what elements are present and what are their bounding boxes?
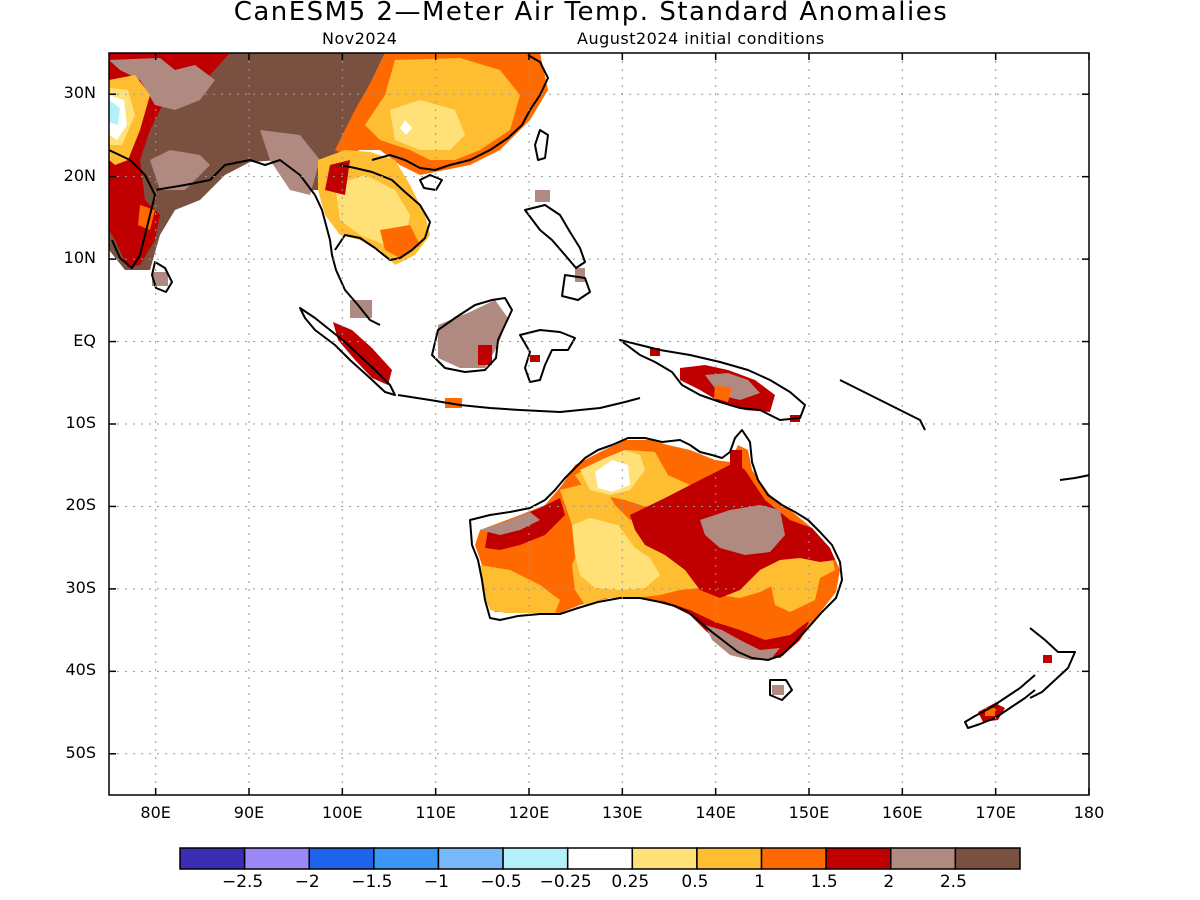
colorbar-label: −0.25 xyxy=(539,872,592,892)
colorbar-swatch xyxy=(179,847,246,870)
colorbar-label: −1 xyxy=(423,872,449,892)
colorbar-swatch xyxy=(890,847,957,870)
colorbar xyxy=(179,847,1021,870)
lon-label: 170E xyxy=(975,803,1016,822)
lat-label: EQ xyxy=(73,330,96,350)
forecast-month: Nov2024 xyxy=(322,29,398,48)
lon-label: 90E xyxy=(233,803,265,822)
colorbar-label: −0.5 xyxy=(480,872,522,892)
lat-label: 50S xyxy=(65,742,96,762)
axis-ticks xyxy=(109,53,1090,795)
lon-label: 140E xyxy=(695,803,736,822)
colorbar-label: 1.5 xyxy=(810,872,838,892)
initial-conditions: August2024 initial conditions xyxy=(577,29,825,48)
lat-label: 20N xyxy=(63,165,96,185)
lat-label: 30S xyxy=(65,577,96,597)
colorbar-swatch xyxy=(696,847,763,870)
lon-label: 150E xyxy=(788,803,830,822)
colorbar-label: 1 xyxy=(754,872,765,892)
colorbar-label: 0.25 xyxy=(611,872,650,892)
colorbar-swatch xyxy=(954,847,1021,870)
lon-label: 130E xyxy=(602,803,643,822)
colorbar-label: −2 xyxy=(294,872,320,892)
colorbar-swatch xyxy=(760,847,827,870)
anomaly-field xyxy=(109,53,1052,722)
lon-label: 110E xyxy=(415,803,456,822)
graticule xyxy=(109,53,1089,795)
coastlines xyxy=(109,54,1089,729)
lat-label: 20S xyxy=(65,495,96,515)
colorbar-swatch xyxy=(243,847,310,870)
lat-label: 30N xyxy=(63,83,96,103)
lon-label: 100E xyxy=(322,803,363,822)
colorbar-swatch xyxy=(825,847,892,870)
lon-label: 180 xyxy=(1073,803,1105,822)
colorbar-swatch xyxy=(437,847,504,870)
lon-label: 120E xyxy=(508,803,550,822)
colorbar-label: −2.5 xyxy=(221,872,264,892)
colorbar-swatch xyxy=(631,847,698,870)
colorbar-label: 2.5 xyxy=(939,872,967,892)
colorbar-swatch xyxy=(308,847,375,870)
lat-label: 40S xyxy=(65,660,96,680)
colorbar-label: 0.5 xyxy=(681,872,709,892)
colorbar-swatch xyxy=(373,847,440,870)
lon-label: 160E xyxy=(882,803,923,822)
colorbar-swatch xyxy=(566,847,634,870)
lat-label: 10S xyxy=(65,413,96,432)
colorbar-swatch xyxy=(502,847,569,870)
lat-label: 10N xyxy=(63,248,96,268)
colorbar-label: 2 xyxy=(883,872,895,892)
map-title: CanESM5 2—Meter Air Temp. Standard Anoma… xyxy=(233,0,949,27)
lon-label: 80E xyxy=(140,803,171,822)
colorbar-label: −1.5 xyxy=(351,872,393,892)
